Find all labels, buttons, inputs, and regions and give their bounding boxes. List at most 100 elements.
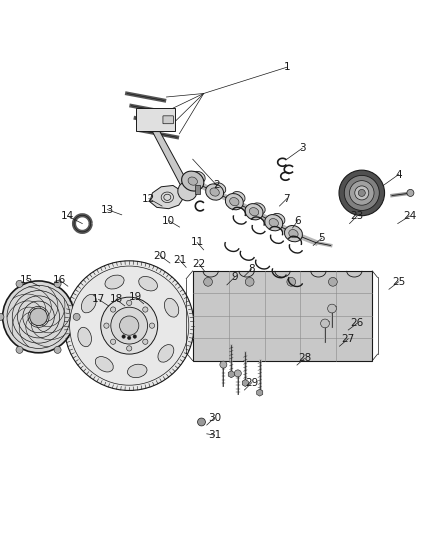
Circle shape	[198, 418, 205, 426]
Circle shape	[30, 308, 47, 326]
Text: 30: 30	[208, 413, 221, 423]
Text: 25: 25	[392, 277, 405, 287]
Text: 21: 21	[173, 255, 186, 265]
Polygon shape	[242, 379, 248, 386]
Text: 4: 4	[395, 169, 402, 180]
Circle shape	[3, 281, 74, 353]
Text: 24: 24	[403, 211, 416, 221]
Circle shape	[143, 307, 148, 312]
Circle shape	[122, 335, 125, 338]
Ellipse shape	[184, 173, 201, 189]
Ellipse shape	[212, 183, 226, 195]
Text: 20: 20	[153, 251, 166, 261]
Circle shape	[16, 280, 23, 287]
Text: 16: 16	[53, 274, 66, 285]
Circle shape	[153, 114, 165, 126]
Polygon shape	[150, 185, 183, 209]
Ellipse shape	[192, 172, 205, 183]
Circle shape	[101, 297, 158, 354]
Text: 22: 22	[193, 260, 206, 269]
Ellipse shape	[232, 191, 245, 203]
Ellipse shape	[249, 208, 259, 216]
Circle shape	[350, 181, 374, 205]
Circle shape	[54, 280, 61, 287]
Circle shape	[178, 182, 197, 201]
Circle shape	[143, 339, 148, 344]
Circle shape	[133, 335, 137, 338]
Ellipse shape	[95, 357, 113, 372]
Text: 5: 5	[318, 233, 325, 243]
Text: 12: 12	[142, 193, 155, 204]
Text: 14: 14	[61, 211, 74, 221]
Polygon shape	[152, 132, 191, 188]
Ellipse shape	[81, 294, 96, 313]
Polygon shape	[257, 389, 263, 396]
Ellipse shape	[269, 219, 279, 227]
Circle shape	[16, 346, 23, 353]
Circle shape	[328, 278, 337, 286]
Text: 31: 31	[208, 430, 221, 440]
Circle shape	[407, 189, 414, 197]
Ellipse shape	[206, 184, 223, 200]
Circle shape	[339, 170, 385, 216]
Text: 1: 1	[283, 62, 290, 72]
Circle shape	[358, 189, 365, 197]
Text: 23: 23	[350, 211, 364, 221]
Circle shape	[149, 323, 155, 328]
Ellipse shape	[158, 344, 174, 362]
Circle shape	[287, 278, 296, 286]
Circle shape	[234, 370, 241, 377]
Ellipse shape	[226, 193, 243, 210]
Ellipse shape	[127, 364, 147, 377]
Circle shape	[104, 323, 109, 328]
Text: 10: 10	[162, 215, 175, 225]
Ellipse shape	[289, 230, 298, 238]
Circle shape	[0, 313, 4, 320]
Ellipse shape	[285, 225, 302, 242]
Circle shape	[127, 300, 132, 305]
Ellipse shape	[188, 177, 198, 185]
Text: 11: 11	[191, 237, 204, 247]
Text: 18: 18	[110, 294, 123, 304]
Text: 2: 2	[213, 181, 220, 190]
Ellipse shape	[230, 198, 239, 206]
Circle shape	[127, 336, 131, 340]
Text: 6: 6	[294, 215, 301, 225]
Text: 3: 3	[299, 143, 306, 154]
Circle shape	[73, 313, 80, 320]
Ellipse shape	[272, 213, 285, 225]
Ellipse shape	[182, 171, 204, 191]
Circle shape	[328, 304, 336, 313]
Text: 8: 8	[248, 264, 255, 273]
Circle shape	[120, 316, 139, 335]
Text: 9: 9	[231, 272, 238, 282]
FancyBboxPatch shape	[136, 108, 175, 131]
FancyBboxPatch shape	[193, 271, 372, 361]
Text: 27: 27	[342, 334, 355, 344]
Text: 17: 17	[92, 294, 105, 304]
Text: 26: 26	[350, 318, 364, 328]
Circle shape	[54, 346, 61, 353]
Text: 15: 15	[20, 274, 33, 285]
Text: 13: 13	[101, 205, 114, 215]
FancyBboxPatch shape	[195, 184, 200, 194]
Ellipse shape	[252, 203, 265, 214]
Circle shape	[110, 339, 116, 344]
Polygon shape	[228, 371, 234, 378]
FancyBboxPatch shape	[163, 116, 173, 124]
Ellipse shape	[164, 298, 179, 317]
Ellipse shape	[210, 188, 219, 196]
Circle shape	[111, 307, 148, 344]
Ellipse shape	[139, 277, 158, 291]
Circle shape	[220, 361, 227, 368]
Circle shape	[127, 346, 132, 351]
Ellipse shape	[78, 327, 92, 346]
Ellipse shape	[105, 275, 124, 289]
Text: 19: 19	[129, 292, 142, 302]
Circle shape	[321, 319, 329, 328]
Circle shape	[344, 175, 379, 211]
Circle shape	[64, 261, 194, 391]
Text: 28: 28	[298, 353, 311, 364]
Circle shape	[70, 266, 189, 385]
Ellipse shape	[265, 215, 283, 231]
